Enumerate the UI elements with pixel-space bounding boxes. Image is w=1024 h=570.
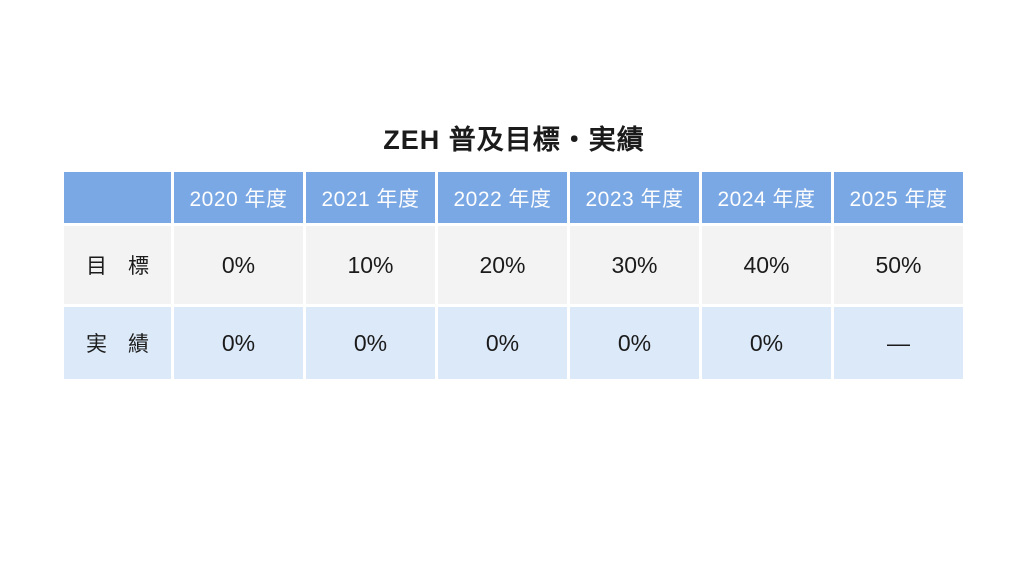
actual-value-2021: 0%: [306, 307, 435, 379]
actual-value-2025: —: [834, 307, 963, 379]
actual-value-2024: 0%: [702, 307, 831, 379]
corner-cell: [64, 172, 171, 223]
actual-value-2022: 0%: [438, 307, 567, 379]
table-row-actual: 実 績 0% 0% 0% 0% 0% —: [64, 307, 963, 379]
table-row-target: 目 標 0% 10% 20% 30% 40% 50%: [64, 226, 963, 304]
target-value-2022: 20%: [438, 226, 567, 304]
row-label-actual: 実 績: [64, 307, 171, 379]
zeh-target-actual-table: 2020 年度 2021 年度 2022 年度 2023 年度 2024 年度 …: [61, 169, 966, 382]
actual-value-2023: 0%: [570, 307, 699, 379]
column-header-2020: 2020 年度: [174, 172, 303, 223]
column-header-2022: 2022 年度: [438, 172, 567, 223]
target-value-2025: 50%: [834, 226, 963, 304]
row-label-target: 目 標: [64, 226, 171, 304]
column-header-2025: 2025 年度: [834, 172, 963, 223]
table-header-row: 2020 年度 2021 年度 2022 年度 2023 年度 2024 年度 …: [64, 172, 963, 223]
target-value-2023: 30%: [570, 226, 699, 304]
column-header-2024: 2024 年度: [702, 172, 831, 223]
target-value-2020: 0%: [174, 226, 303, 304]
actual-value-2020: 0%: [174, 307, 303, 379]
table-title: ZEH 普及目標・実績: [383, 125, 645, 155]
column-header-2021: 2021 年度: [306, 172, 435, 223]
target-value-2024: 40%: [702, 226, 831, 304]
column-header-2023: 2023 年度: [570, 172, 699, 223]
target-value-2021: 10%: [306, 226, 435, 304]
